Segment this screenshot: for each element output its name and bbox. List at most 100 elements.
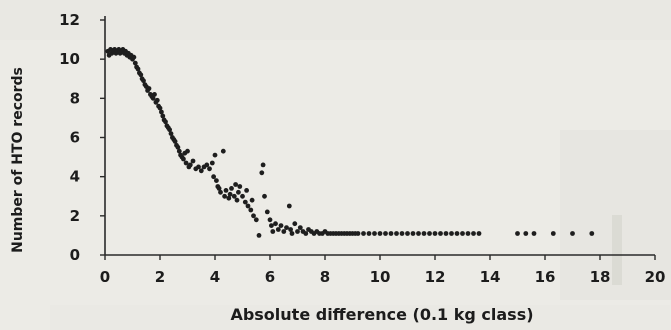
data-point	[377, 231, 383, 236]
data-point	[218, 189, 223, 195]
data-point	[229, 186, 234, 191]
data-point	[256, 233, 262, 238]
data-point	[295, 229, 300, 234]
data-point	[460, 231, 465, 236]
data-point	[248, 207, 254, 213]
x-tick-label: 8	[320, 268, 330, 286]
data-point	[236, 189, 241, 195]
y-tick-label: 12	[59, 11, 80, 29]
data-point	[211, 174, 217, 180]
data-point	[226, 195, 232, 201]
data-point	[438, 231, 443, 236]
x-tick-label: 12	[425, 268, 446, 286]
data-point	[297, 225, 303, 231]
data-points	[105, 47, 595, 238]
data-point	[245, 203, 251, 209]
data-point	[244, 188, 250, 193]
data-point	[270, 229, 276, 234]
data-point	[531, 231, 537, 236]
data-point	[198, 168, 204, 174]
y-tick-label: 4	[70, 168, 80, 186]
data-point	[159, 109, 164, 115]
data-point	[222, 193, 228, 199]
data-point	[242, 199, 248, 205]
data-point	[454, 231, 460, 236]
data-point	[471, 231, 476, 236]
data-point	[303, 231, 309, 236]
x-tick-label: 6	[265, 268, 275, 286]
data-point	[427, 231, 432, 236]
data-point	[264, 209, 270, 215]
data-point	[146, 86, 152, 91]
y-tick-label: 8	[70, 89, 80, 107]
data-point	[292, 221, 298, 227]
data-point	[190, 158, 196, 164]
data-point	[214, 178, 219, 184]
data-point	[570, 231, 575, 236]
data-point	[259, 170, 265, 176]
data-point	[589, 231, 595, 236]
data-point	[227, 191, 233, 197]
data-point	[176, 148, 182, 154]
data-point	[160, 113, 166, 119]
data-point	[157, 105, 163, 111]
data-point	[355, 231, 361, 236]
data-point	[550, 231, 556, 236]
data-point	[273, 221, 278, 227]
data-point	[168, 131, 174, 137]
data-point	[361, 231, 366, 236]
data-point	[237, 184, 243, 189]
x-tick-label: 14	[480, 268, 501, 286]
data-point	[399, 231, 405, 236]
data-point	[132, 60, 138, 66]
data-point	[131, 54, 137, 60]
data-point	[260, 162, 266, 168]
x-axis-ticks: 0 2 4 6 8 10 12 14 16 18 20	[100, 255, 666, 286]
data-point	[383, 231, 388, 236]
x-tick-label: 18	[590, 268, 611, 286]
data-point	[249, 197, 255, 203]
x-tick-label: 16	[535, 268, 556, 286]
x-axis-title: Absolute difference (0.1 kg class)	[230, 305, 533, 324]
data-point	[234, 197, 240, 203]
data-point	[183, 160, 189, 166]
data-point	[449, 231, 454, 236]
data-point	[289, 231, 295, 236]
data-point	[141, 78, 146, 84]
y-axis-title: Number of HTO records	[10, 67, 26, 253]
data-point	[216, 186, 222, 191]
data-point	[416, 231, 421, 236]
data-point	[138, 72, 144, 78]
data-point	[269, 223, 274, 229]
data-point	[209, 160, 215, 166]
data-point	[394, 231, 399, 236]
data-point	[220, 148, 226, 154]
y-tick-label: 6	[70, 129, 80, 147]
data-point	[523, 231, 529, 236]
data-point	[154, 97, 160, 103]
data-point	[207, 166, 212, 172]
data-point	[150, 95, 156, 101]
data-point	[204, 162, 210, 168]
data-point	[267, 217, 273, 223]
data-point	[284, 225, 289, 231]
data-point	[443, 231, 449, 236]
data-point	[163, 119, 168, 125]
data-point	[476, 231, 482, 236]
y-tick-label: 0	[70, 246, 80, 264]
data-point	[253, 217, 259, 223]
data-point	[185, 148, 190, 154]
data-point	[187, 162, 193, 168]
data-point	[251, 213, 256, 219]
data-point	[405, 231, 410, 236]
data-point	[175, 144, 181, 150]
x-tick-label: 2	[155, 268, 165, 286]
data-point	[372, 231, 377, 236]
data-point	[172, 139, 178, 144]
y-tick-label: 10	[59, 50, 80, 68]
data-point	[212, 152, 218, 158]
x-tick-label: 20	[645, 268, 666, 286]
data-point	[288, 227, 293, 232]
data-point	[388, 231, 394, 236]
